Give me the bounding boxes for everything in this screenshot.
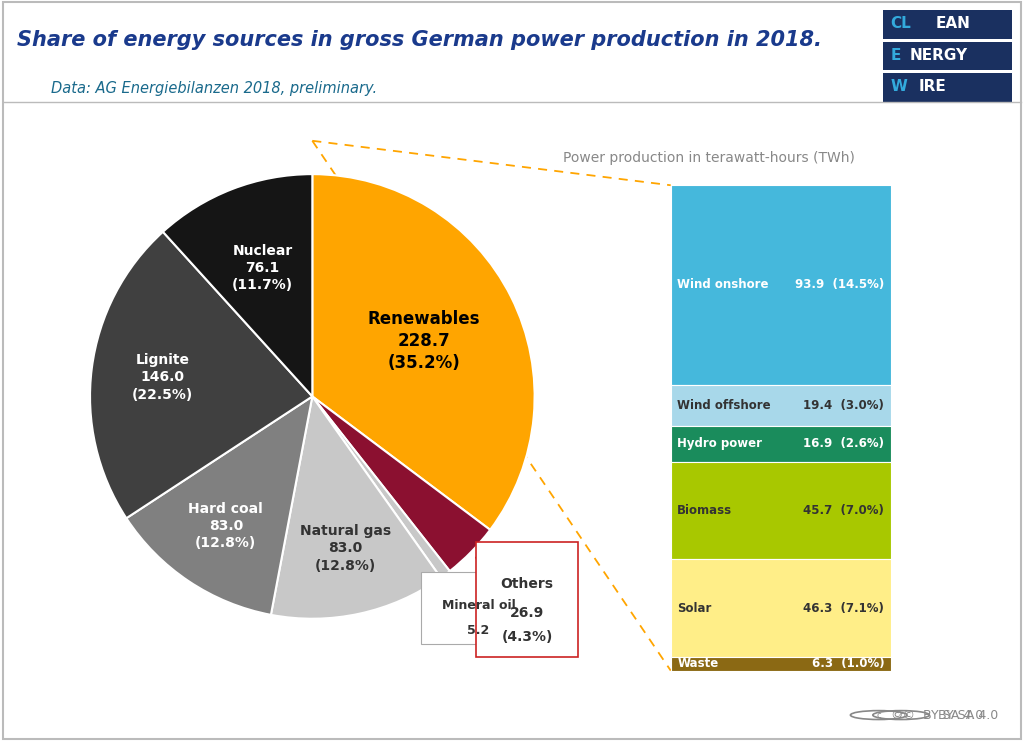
Text: NERGY: NERGY <box>909 47 968 62</box>
Text: ©©: ©© <box>891 708 915 722</box>
Text: IRE: IRE <box>919 79 946 94</box>
Text: Wind offshore: Wind offshore <box>677 399 771 412</box>
Wedge shape <box>312 396 490 571</box>
FancyBboxPatch shape <box>421 572 537 643</box>
Text: (4.3%): (4.3%) <box>502 631 553 645</box>
Text: 6.3  (1.0%): 6.3 (1.0%) <box>812 657 885 671</box>
Text: Share of energy sources in gross German power production in 2018.: Share of energy sources in gross German … <box>17 30 822 50</box>
Bar <box>671 385 891 426</box>
Text: Data: AG Energiebilanzen 2018, preliminary.: Data: AG Energiebilanzen 2018, prelimina… <box>50 81 377 96</box>
Text: Power production in terawatt-hours (TWh): Power production in terawatt-hours (TWh) <box>563 151 855 165</box>
Text: 45.7  (7.0%): 45.7 (7.0%) <box>804 504 885 516</box>
Bar <box>671 462 891 559</box>
Text: 16.9  (2.6%): 16.9 (2.6%) <box>803 437 885 451</box>
Text: Renewables
228.7
(35.2%): Renewables 228.7 (35.2%) <box>368 310 480 372</box>
Text: EAN: EAN <box>936 16 971 31</box>
Text: W: W <box>891 79 907 94</box>
Text: 19.4  (3.0%): 19.4 (3.0%) <box>804 399 885 412</box>
Wedge shape <box>90 232 312 518</box>
Wedge shape <box>271 396 440 619</box>
Bar <box>671 426 891 462</box>
Text: 26.9: 26.9 <box>510 606 544 620</box>
Text: Lignite
146.0
(22.5%): Lignite 146.0 (22.5%) <box>132 353 193 402</box>
Text: BY SA 4.0: BY SA 4.0 <box>938 708 997 722</box>
Bar <box>883 73 1012 102</box>
Text: c: c <box>899 711 903 720</box>
Text: Hard coal
83.0
(12.8%): Hard coal 83.0 (12.8%) <box>188 502 263 550</box>
Text: 5.2: 5.2 <box>468 624 489 637</box>
Wedge shape <box>312 174 535 530</box>
Bar <box>671 185 891 385</box>
Wedge shape <box>312 396 450 578</box>
Bar <box>671 559 891 657</box>
Text: Mineral oil: Mineral oil <box>441 599 515 612</box>
FancyBboxPatch shape <box>476 542 579 657</box>
Wedge shape <box>126 396 312 615</box>
Text: Biomass: Biomass <box>677 504 732 516</box>
Text: Nuclear
76.1
(11.7%): Nuclear 76.1 (11.7%) <box>232 244 293 292</box>
Text: Hydro power: Hydro power <box>677 437 762 451</box>
Wedge shape <box>163 174 312 396</box>
Text: Waste: Waste <box>677 657 719 671</box>
Text: BY SA 4.0: BY SA 4.0 <box>924 708 984 722</box>
Text: 46.3  (7.1%): 46.3 (7.1%) <box>804 602 885 614</box>
Text: Natural gas
83.0
(12.8%): Natural gas 83.0 (12.8%) <box>300 524 391 573</box>
Text: E: E <box>891 47 901 62</box>
Bar <box>883 10 1012 39</box>
Text: Others: Others <box>501 577 553 591</box>
Bar <box>671 657 891 671</box>
Text: Solar: Solar <box>677 602 712 614</box>
Text: Wind onshore: Wind onshore <box>677 279 769 291</box>
Text: CL: CL <box>891 16 911 31</box>
Text: c: c <box>877 711 881 720</box>
Bar <box>883 41 1012 70</box>
Text: 93.9  (14.5%): 93.9 (14.5%) <box>795 279 885 291</box>
